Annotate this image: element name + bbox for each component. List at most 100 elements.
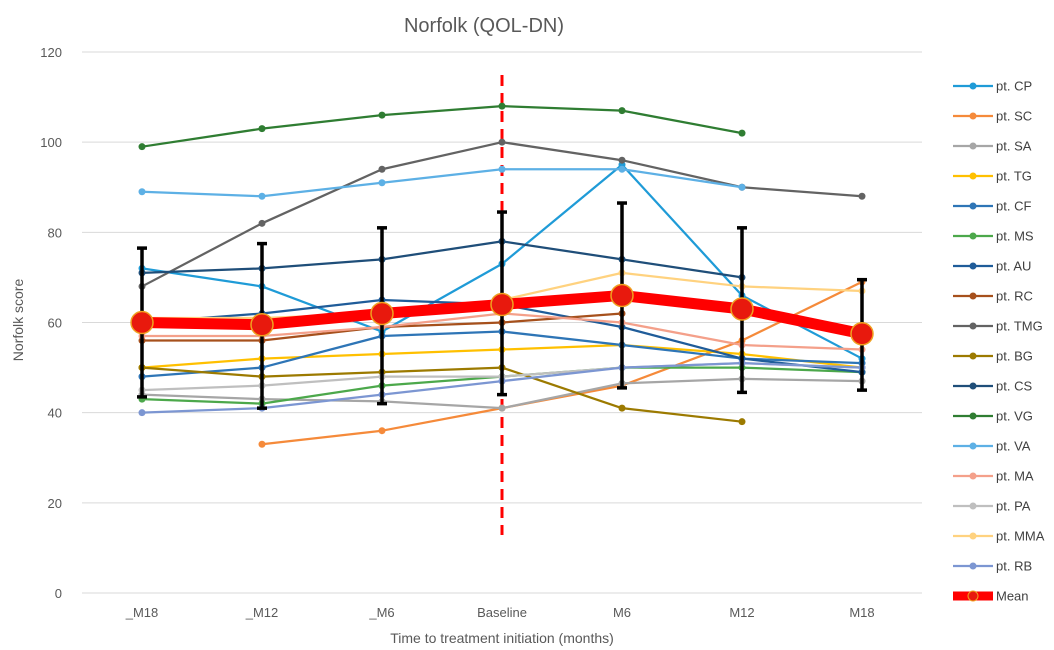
mean-point [370, 301, 394, 326]
legend-marker [969, 442, 977, 450]
x-tick-label: _M6 [368, 605, 394, 620]
series-ptva [138, 165, 746, 200]
legend-marker [969, 502, 977, 510]
legend-item: pt. MA [953, 469, 1034, 484]
data-point [498, 138, 506, 146]
chart-title: Norfolk (QOL-DN) [404, 15, 564, 37]
data-point [498, 102, 506, 110]
data-point [738, 418, 746, 426]
data-point [498, 404, 506, 412]
x-tick-label: M12 [729, 605, 754, 620]
legend-item: pt. BG [953, 349, 1033, 364]
data-point [258, 440, 266, 448]
series-line [141, 168, 743, 198]
legend-item: pt. CF [953, 199, 1031, 214]
series-ptcs [138, 237, 746, 281]
y-axis-ticks: 0 20 40 60 80 100 120 [40, 45, 62, 601]
legend-marker [969, 412, 977, 420]
legend-label: pt. TG [996, 169, 1032, 184]
legend-label: pt. CP [996, 79, 1032, 94]
legend-marker [969, 472, 977, 480]
data-point [378, 179, 386, 187]
legend: pt. CP pt. SC pt. SA pt. TG pt. CF pt. MS pt. … [953, 79, 1045, 604]
x-tick-label: _M18 [125, 605, 159, 620]
data-point [618, 165, 626, 173]
legend-label: pt. MS [996, 229, 1034, 244]
legend-marker [969, 202, 977, 210]
legend-item: pt. PA [953, 499, 1031, 514]
legend-marker [967, 590, 979, 602]
legend-label: pt. MMA [996, 529, 1045, 544]
legend-label: Mean [996, 589, 1029, 604]
legend-item: pt. VA [953, 439, 1031, 454]
legend-label: pt. MA [996, 469, 1034, 484]
legend-item: pt. VG [953, 409, 1033, 424]
legend-marker [969, 232, 977, 240]
data-point [498, 165, 506, 173]
y-tick-label: 40 [48, 406, 62, 421]
data-point [138, 409, 146, 417]
x-tick-label: Baseline [477, 605, 527, 620]
data-point [618, 404, 626, 412]
x-tick-label: M6 [613, 605, 631, 620]
legend-marker [969, 382, 977, 390]
data-point [258, 192, 266, 200]
series-ptvg [138, 102, 746, 151]
data-point [858, 192, 866, 200]
legend-item: pt. MMA [953, 529, 1045, 544]
legend-item: pt. RB [953, 559, 1032, 574]
data-point [138, 143, 146, 151]
y-tick-label: 80 [48, 225, 62, 240]
data-point [618, 107, 626, 115]
legend-label: pt. RC [996, 289, 1033, 304]
data-point [738, 183, 746, 191]
data-point [258, 219, 266, 227]
mean-point [610, 283, 634, 308]
mean-point [850, 322, 874, 346]
legend-label: pt. CF [996, 199, 1031, 214]
legend-marker [969, 562, 977, 570]
data-point [738, 129, 746, 137]
legend-item: pt. TG [953, 169, 1032, 184]
legend-marker [969, 292, 977, 300]
legend-item: pt. CP [953, 79, 1032, 94]
legend-marker [969, 82, 977, 90]
series-line [141, 366, 743, 423]
data-point [378, 427, 386, 435]
legend-label: pt. SC [996, 109, 1032, 124]
legend-label: pt. AU [996, 259, 1031, 274]
y-tick-label: 100 [40, 135, 62, 150]
data-point [378, 111, 386, 119]
series-line [141, 104, 743, 148]
y-tick-label: 20 [48, 496, 62, 511]
data-point [138, 188, 146, 196]
mean-point [730, 297, 754, 321]
legend-marker [969, 352, 977, 360]
legend-item: Mean [953, 589, 1029, 604]
mean-point [130, 310, 154, 335]
legend-marker [969, 142, 977, 150]
legend-marker [969, 322, 977, 330]
legend-marker [969, 262, 977, 270]
legend-label: pt. VG [996, 409, 1033, 424]
legend-label: pt. VA [996, 439, 1031, 454]
data-point [258, 125, 266, 133]
data-point [618, 156, 626, 164]
legend-label: pt. SA [996, 139, 1032, 154]
legend-label: pt. BG [996, 349, 1033, 364]
legend-label: pt. PA [996, 499, 1031, 514]
legend-label: pt. CS [996, 379, 1032, 394]
legend-item: pt. TMG [953, 319, 1043, 334]
mean-point [490, 292, 514, 317]
legend-item: pt. SC [953, 109, 1032, 124]
legend-label: pt. TMG [996, 319, 1043, 334]
y-axis-title: Norfolk score [10, 279, 26, 362]
legend-marker [969, 172, 977, 180]
legend-label: pt. RB [996, 559, 1032, 574]
x-axis-ticks: _M18 _M12 _M6 Baseline M6 M12 M18 [125, 605, 875, 620]
x-axis-title: Time to treatment initiation (months) [390, 630, 614, 646]
legend-item: pt. RC [953, 289, 1033, 304]
y-tick-label: 60 [48, 316, 62, 331]
mean-series [130, 283, 874, 346]
